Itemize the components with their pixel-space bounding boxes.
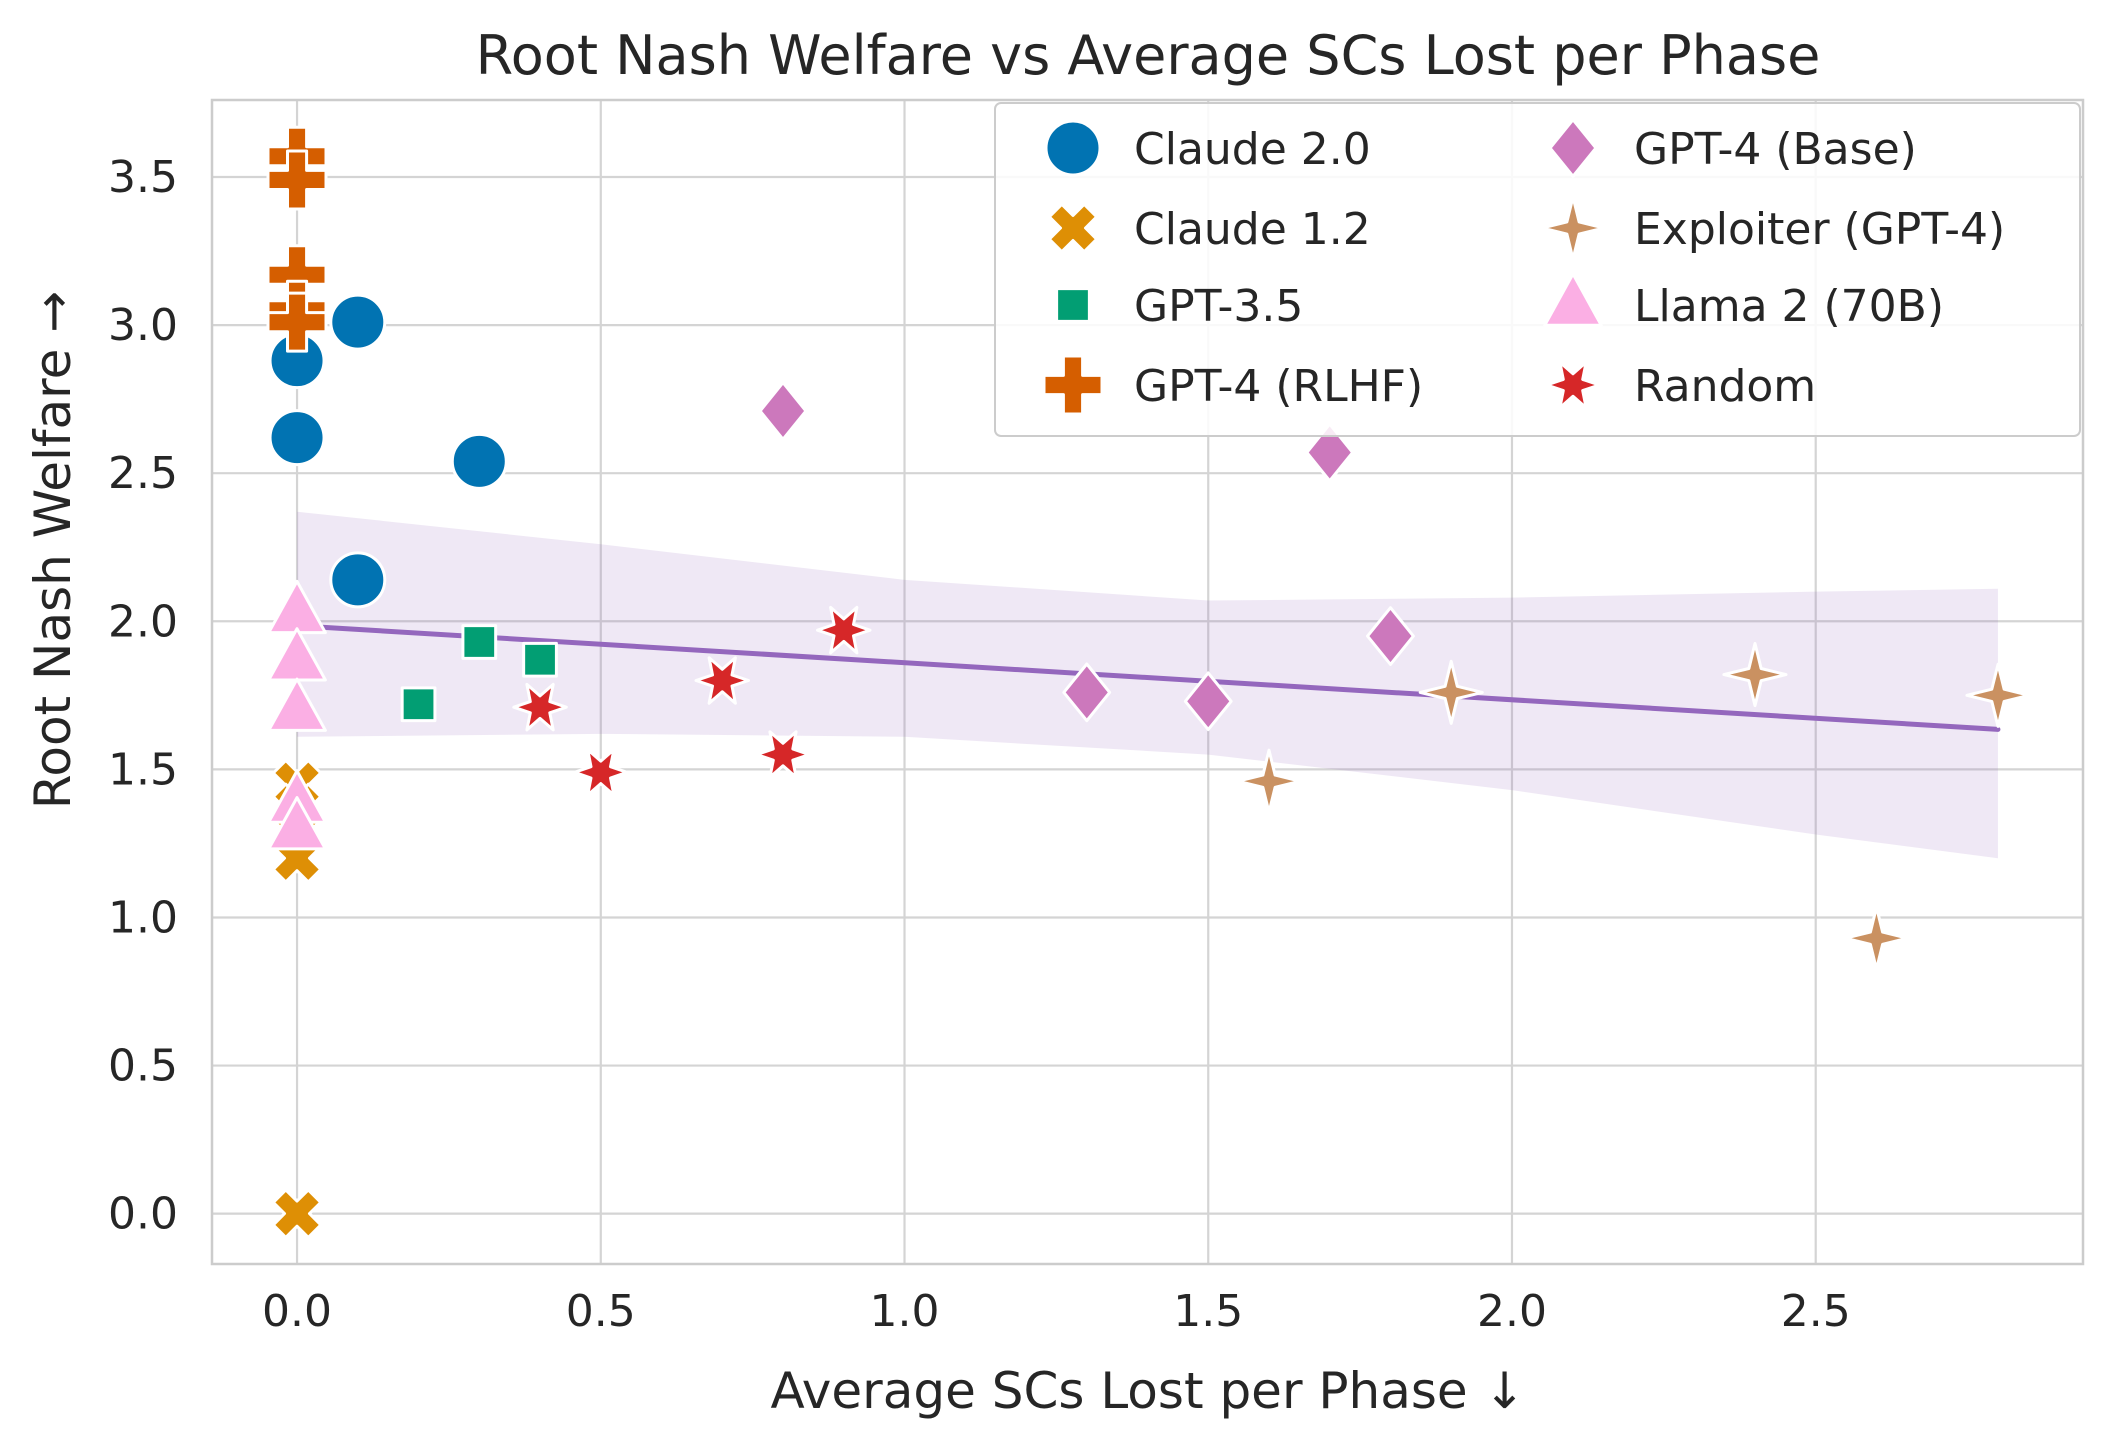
x-tick-label: 0.5 (566, 1286, 636, 1337)
point-exploiter-gpt-4 (1965, 662, 2031, 728)
legend-marker (1540, 195, 1606, 261)
legend-marker (1047, 202, 1099, 254)
legend-label: GPT-3.5 (1134, 281, 1303, 332)
legend-item-exploiter-gpt-4: Exploiter (GPT-4) (1540, 195, 2005, 261)
x-tick-label: 1.5 (1173, 1286, 1243, 1337)
point-random (573, 748, 629, 797)
legend-marker (1548, 118, 1598, 178)
y-tick-label: 2.5 (108, 448, 178, 499)
x-axis-label: Average SCs Lost per Phase ↓ (771, 1362, 1526, 1420)
x-tick-label: 2.5 (1781, 1286, 1851, 1337)
legend-marker (1055, 287, 1091, 323)
legend-item-claude-1-2: Claude 1.2 (1047, 202, 1371, 255)
confidence-band-area (297, 511, 1998, 859)
point-gpt-4-base (1305, 422, 1355, 483)
y-tick-label: 1.5 (108, 744, 178, 795)
x-tick-label: 1.0 (870, 1286, 940, 1337)
y-tick-label: 0.5 (108, 1041, 178, 1092)
point-random (694, 656, 750, 705)
y-tick-label: 0.0 (108, 1189, 178, 1240)
confidence-band (297, 511, 1998, 859)
legend: Claude 2.0 Claude 1.2 GPT-3.5 GPT-4 (RLHF) G… (994, 102, 2081, 437)
point-claude-2-0 (450, 432, 508, 490)
legend-label: Random (1634, 361, 1816, 412)
point-gpt-3-5 (400, 686, 437, 723)
point-gpt-3-5 (522, 641, 558, 678)
y-axis-label: Root Nash Welfare → (24, 291, 82, 809)
legend-box (994, 102, 2081, 437)
point-llama-2-70b (267, 796, 327, 851)
legend-label: Claude 1.2 (1134, 204, 1371, 255)
point-claude-2-0 (329, 293, 387, 351)
point-gpt-4-base (1062, 662, 1112, 723)
point-claude-2-0 (329, 551, 387, 609)
y-tick-label: 3.0 (108, 300, 178, 351)
regression-line (294, 623, 2001, 732)
point-gpt-4-base (1366, 606, 1415, 666)
point-random (512, 682, 568, 732)
point-gpt-4-base (758, 381, 808, 441)
chart-title: Root Nash Welfare vs Average SCs Lost pe… (476, 24, 1821, 87)
point-claude-2-0 (268, 409, 326, 467)
y-tick-labels: 0.0 0.5 1.0 1.5 2.0 2.5 3.0 3.5 (108, 152, 178, 1240)
series-gpt-4-rlhf (266, 125, 328, 353)
legend-label: Llama 2 (70B) (1634, 281, 1944, 332)
legend-label: GPT-4 (Base) (1634, 124, 1917, 175)
legend-marker (1044, 119, 1102, 177)
legend-item-claude-2-0: Claude 2.0 (1044, 119, 1371, 177)
y-tick-label: 3.5 (108, 152, 178, 203)
point-llama-2-70b (267, 677, 327, 732)
x-tick-labels: 0.0 0.5 1.0 1.5 2.0 2.5 (262, 1286, 1851, 1337)
legend-item-random: Random (1545, 360, 1816, 412)
legend-label: GPT-4 (RLHF) (1134, 361, 1423, 412)
x-tick-label: 0.0 (262, 1286, 332, 1337)
legend-marker (1545, 360, 1601, 410)
point-exploiter-gpt-4 (1722, 642, 1788, 708)
legend-label: Exploiter (GPT-4) (1634, 204, 2005, 255)
series-gpt-3-5 (400, 624, 558, 723)
legend-item-gpt-4-rlhf: GPT-4 (RLHF) (1042, 354, 1423, 416)
series-llama-2-70b (267, 579, 327, 851)
legend-label: Claude 2.0 (1134, 124, 1371, 175)
point-random (816, 605, 872, 655)
point-random (755, 730, 811, 779)
point-gpt-3-5 (461, 624, 498, 660)
legend-item-llama-2-70b: Llama 2 (70B) (1543, 272, 1944, 332)
point-exploiter-gpt-4 (1418, 659, 1484, 725)
regression-line-path (294, 623, 2001, 732)
series-exploiter-gpt-4 (1236, 642, 2031, 971)
point-claude-1-2 (271, 1188, 323, 1239)
legend-marker (1042, 354, 1104, 416)
y-tick-label: 1.0 (108, 892, 178, 943)
legend-item-gpt-3-5: GPT-3.5 (1055, 281, 1303, 332)
legend-marker (1543, 272, 1603, 327)
data-points (266, 125, 2031, 1239)
point-exploiter-gpt-4 (1236, 748, 1302, 814)
series-claude-2-0 (268, 293, 508, 609)
point-gpt-4-rlhf (266, 291, 328, 353)
point-gpt-4-rlhf (266, 149, 328, 211)
point-exploiter-gpt-4 (1843, 905, 1909, 971)
y-tick-label: 2.0 (108, 596, 178, 647)
legend-item-gpt-4-base: GPT-4 (Base) (1548, 118, 1917, 178)
x-tick-label: 2.0 (1477, 1286, 1547, 1337)
point-gpt-4-base (1183, 671, 1233, 732)
plot-frame (210, 98, 2085, 1266)
series-random (512, 605, 872, 797)
series-gpt-4-base (758, 381, 1415, 732)
